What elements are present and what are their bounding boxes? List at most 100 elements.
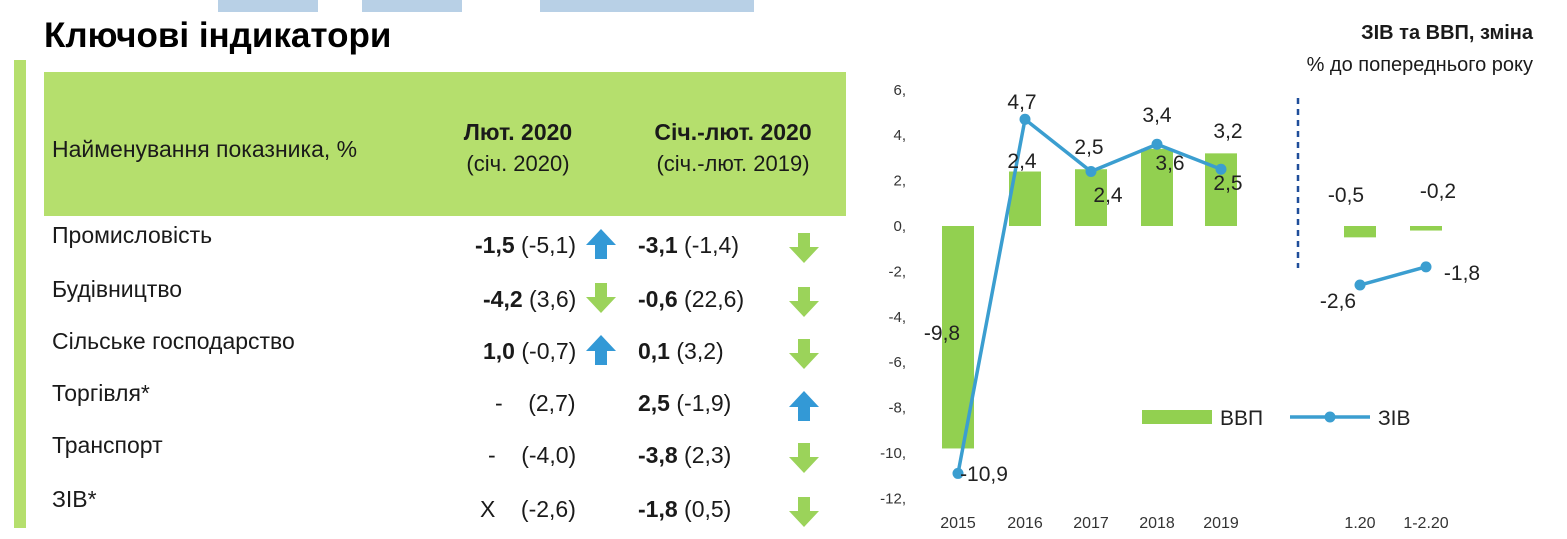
row-indicator-name: Торгівля* (52, 380, 150, 406)
header-col-feb-2020: Лют. 2020 (січ. 2020) (438, 116, 598, 180)
col1-previous: (3,6) (522, 286, 577, 312)
col2-previous: (2,3) (677, 442, 732, 468)
row-col2-value: -3,8 (2,3) (638, 442, 731, 469)
x-tick-label: 2018 (1139, 515, 1175, 532)
chart-title: ЗІВ та ВВП, зміна (1361, 22, 1533, 44)
row-indicator-name: Промисловість (52, 222, 213, 248)
row-col2-value: -0,6 (22,6) (638, 286, 744, 313)
down-arrow-icon (585, 282, 617, 314)
col2-previous: (22,6) (677, 286, 745, 312)
col1-current: -1,5 (475, 232, 515, 258)
col2-current: -3,8 (638, 442, 678, 468)
gdp-bar (1344, 226, 1376, 238)
row-col2-value: 2,5 (-1,9) (638, 390, 731, 417)
col2-current: -3,1 (638, 232, 678, 258)
y-tick-label: 6, (893, 82, 906, 99)
y-tick-label: -8, (888, 400, 906, 417)
down-arrow-icon (788, 232, 820, 264)
gdp-bar (1141, 148, 1173, 226)
legend-gdp-swatch (1142, 410, 1212, 424)
col1-previous: (-5,1) (514, 232, 576, 258)
row-col1-value: -4,2 (3,6) (483, 286, 576, 313)
x-tick-label: 2017 (1073, 515, 1109, 532)
header-col2-sub: (січ.-лют. 2019) (656, 151, 810, 176)
gdp-bar (1410, 226, 1442, 231)
row-col1-value: -1,5 (-5,1) (475, 232, 576, 259)
gdp-data-label: 3,2 (1213, 120, 1242, 143)
header-col1-sub: (січ. 2020) (466, 151, 570, 176)
col1-previous: (-2,6) (514, 496, 576, 522)
row-col2-value: -3,1 (-1,4) (638, 232, 739, 259)
x-tick-label: 1-2.20 (1403, 515, 1448, 532)
fdi-point (1019, 113, 1031, 125)
up-arrow-icon (585, 228, 617, 260)
row-col2-value: 0,1 (3,2) (638, 338, 724, 365)
row-indicator-name: ЗІВ* (52, 486, 97, 512)
y-tick-label: -2, (888, 263, 906, 280)
col1-current: -4,2 (483, 286, 523, 312)
gdp-data-label: 3,4 (1142, 104, 1172, 127)
legend-fdi-label: ЗІВ (1378, 407, 1411, 430)
fdi-data-label: -1,8 (1444, 262, 1480, 285)
gdp-data-label: -0,2 (1420, 180, 1456, 203)
table-header (44, 72, 846, 216)
col1-current: - (495, 390, 503, 416)
top-decor-bar (218, 0, 318, 12)
col1-current: - (488, 442, 496, 468)
x-tick-label: 2016 (1007, 515, 1043, 532)
col1-previous: (2,7) (521, 390, 576, 416)
fdi-point (952, 467, 964, 479)
y-tick-label: 2, (893, 173, 906, 190)
col1-previous: (-0,7) (514, 338, 577, 364)
legend-fdi-marker (1324, 411, 1336, 423)
y-tick-label: -12, (880, 490, 906, 507)
y-tick-label: -4, (888, 309, 906, 326)
row-indicator-name: Сільське господарство (52, 328, 295, 354)
gdp-fdi-chart: 6, 4, 2, 0, -2, -4, -6, -8, -10, -12, 2015 2016 2017… (880, 82, 1480, 532)
fdi-data-label: -2,6 (1320, 290, 1356, 313)
y-tick-label: 0, (893, 218, 906, 235)
top-decor-bar (362, 0, 462, 12)
down-arrow-icon (788, 286, 820, 318)
row-indicator-name: Транспорт (52, 432, 163, 458)
header-col1-title: Лют. 2020 (463, 119, 573, 145)
gdp-bar (1075, 169, 1107, 226)
fdi-point (1085, 166, 1097, 178)
y-tick-label: 4, (893, 127, 906, 144)
row-col1-value: X (-2,6) (480, 496, 576, 523)
fdi-point (1151, 138, 1163, 150)
col2-current: 2,5 (638, 390, 670, 416)
fdi-point (1215, 163, 1227, 175)
col2-current: -1,8 (638, 496, 678, 522)
gdp-data-label: -9,8 (924, 322, 960, 345)
x-tick-label: 2019 (1203, 515, 1239, 532)
down-arrow-icon (788, 496, 820, 528)
fdi-point (1354, 279, 1366, 291)
col2-previous: (-1,9) (669, 390, 732, 416)
header-col-janfeb-2020: Січ.-лют. 2020 (січ.-лют. 2019) (620, 116, 846, 180)
fdi-point (1420, 261, 1432, 273)
page-title: Ключові індикатори (44, 16, 392, 55)
fdi-data-label: 4,7 (1007, 91, 1036, 114)
x-tick-label: 2015 (940, 515, 976, 532)
legend-gdp-label: ВВП (1220, 407, 1263, 430)
row-indicator-name: Будівництво (52, 276, 183, 302)
header-col2-title: Січ.-лют. 2020 (654, 119, 812, 145)
y-tick-label: -6, (888, 354, 906, 371)
col2-current: 0,1 (638, 338, 670, 364)
gdp-data-label: -0,5 (1328, 184, 1364, 207)
fdi-data-label: 2,5 (1213, 172, 1242, 195)
col2-previous: (-1,4) (677, 232, 739, 258)
x-tick-label: 1.20 (1344, 515, 1375, 532)
col1-current: X (480, 496, 496, 522)
row-col2-value: -1,8 (0,5) (638, 496, 731, 523)
col1-previous: (-4,0) (514, 442, 577, 468)
up-arrow-icon (788, 390, 820, 422)
chart-subtitle: % до попереднього року (1306, 54, 1533, 76)
top-decor-bar (540, 0, 754, 12)
gdp-data-label: 2,5 (1074, 136, 1103, 159)
col2-previous: (0,5) (677, 496, 732, 522)
y-tick-label: -10, (880, 445, 906, 462)
gdp-data-label: 2,4 (1007, 150, 1037, 173)
col2-current: -0,6 (638, 286, 678, 312)
